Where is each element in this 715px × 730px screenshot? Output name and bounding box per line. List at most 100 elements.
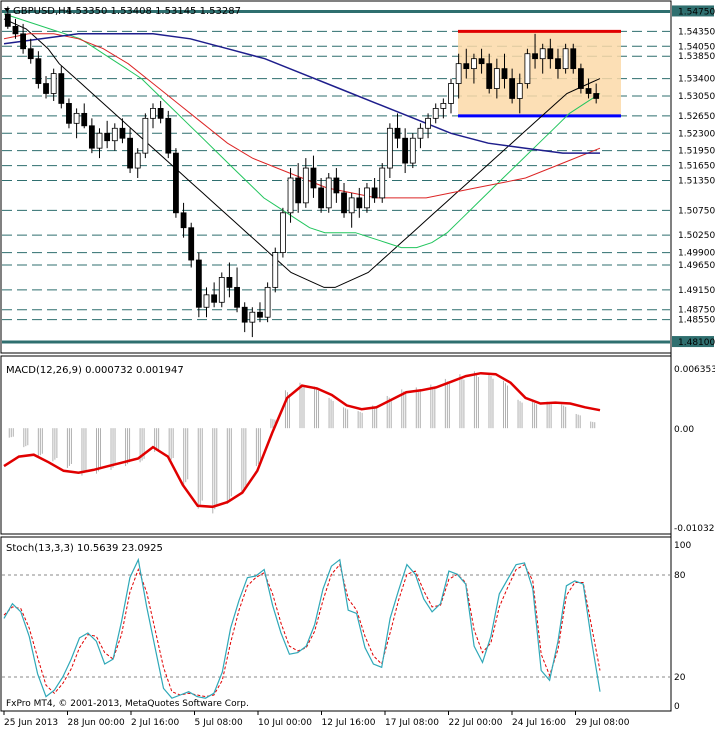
time-tick-label: 25 Jun 2013 (4, 718, 58, 728)
price-tick-bg (672, 259, 714, 270)
moving-average-red-line (3, 33, 601, 199)
time-tick-label: 5 Jul 08:00 (195, 718, 244, 728)
time-tick-label: 12 Jul 16:00 (322, 718, 376, 728)
candle-body (547, 48, 554, 60)
candle-body (73, 112, 80, 124)
price-tick-label: 1.52650 (678, 112, 715, 122)
time-tick-label: 22 Jul 00:00 (449, 718, 503, 728)
candle-body (341, 192, 347, 214)
candle-body (88, 125, 95, 149)
candle-body (218, 277, 225, 303)
time-tick-label: 29 Jul 08:00 (576, 718, 630, 728)
candle-body (241, 306, 248, 323)
price-tick-bg (672, 174, 714, 186)
price-tick-label: 1.51350 (678, 176, 715, 186)
candle-body (493, 68, 500, 89)
candle-body (249, 311, 256, 323)
candle-body (417, 127, 424, 139)
time-tick-label: 28 Jun 00:00 (68, 718, 125, 728)
candle-body (127, 137, 133, 169)
candle-body (471, 58, 477, 70)
candle-body (371, 187, 378, 199)
price-tick-label: 1.51650 (678, 162, 715, 172)
price-tick-bg (672, 246, 714, 258)
price-tick-label: 1.54750 (678, 7, 715, 17)
candle-body (432, 108, 439, 119)
candle-body (539, 48, 546, 60)
candle-body (486, 63, 493, 89)
candle-body (386, 127, 393, 169)
candle-body (333, 177, 340, 194)
price-tick-label: 1.54350 (678, 27, 715, 37)
candle-body (356, 197, 363, 209)
stoch-main-line (3, 557, 601, 699)
price-tick-bg (672, 25, 714, 37)
consolidation-rectangle[interactable] (458, 31, 621, 116)
candle-body (402, 137, 409, 164)
candle-body (295, 177, 302, 204)
price-tick-bg (672, 204, 714, 216)
candle-body (81, 112, 88, 127)
candle-body (50, 73, 57, 94)
candle-body (43, 83, 49, 94)
candle-body (20, 33, 27, 50)
price-tick-label: 1.48100 (678, 338, 715, 348)
price-tick-bg (672, 159, 714, 171)
candle-body (150, 108, 156, 119)
candle-body (165, 117, 172, 154)
candle-body (524, 53, 531, 84)
candle-body (577, 68, 584, 89)
price-tick-label: 1.53850 (678, 52, 715, 62)
candle-body (348, 197, 355, 214)
price-tick-label: 1.50750 (678, 206, 715, 216)
candle-body (302, 167, 309, 204)
candle-body (27, 48, 34, 60)
price-tick-label: 1.51950 (678, 147, 715, 157)
candle-body (188, 227, 195, 261)
candle-body (104, 132, 111, 142)
stoch-label: Stoch(13,3,3) 10.5639 23.0925 (6, 543, 163, 554)
chevron-down-icon[interactable] (4, 8, 10, 12)
candle-body (173, 152, 179, 214)
stoch-tick-100: 100 (674, 541, 691, 551)
candlesticks (4, 6, 600, 338)
macd-tick-bottom: -0.010328 (674, 524, 715, 534)
price-tick-bg (672, 50, 714, 62)
price-tick-bg (672, 5, 714, 17)
price-tick-label: 1.49650 (678, 261, 715, 271)
candle-body (409, 137, 416, 164)
price-tick-label: 1.53050 (678, 92, 715, 102)
candle-body (440, 103, 447, 109)
candle-body (119, 127, 126, 139)
price-tick-bg (672, 303, 714, 315)
macd-tick-zero: 0.00 (674, 425, 694, 435)
candle-body (234, 286, 240, 308)
candle-body (585, 88, 592, 94)
candle-body (12, 25, 19, 35)
candle-body (58, 73, 65, 104)
price-tick-label: 1.50250 (678, 231, 715, 241)
candle-body (35, 58, 42, 84)
candle-body (318, 187, 325, 209)
candle-body (257, 311, 263, 318)
price-tick-bg (672, 40, 714, 52)
candle-body (379, 167, 386, 199)
copyright-text: FxPro MT4, © 2001-2013, MetaQuotes Softw… (6, 699, 249, 709)
price-tick-bg (672, 313, 714, 325)
candle-body (570, 48, 577, 70)
moving-averages (3, 13, 601, 288)
price-tick-label: 1.52300 (678, 129, 715, 139)
price-tick-bg (672, 229, 714, 241)
candle-body (111, 127, 118, 142)
macd-label: MACD(12,26,9) 0.000732 0.001947 (6, 365, 184, 376)
price-tick-bg (672, 127, 714, 139)
candle-body (463, 63, 470, 70)
price-tick-label: 1.49900 (678, 249, 715, 259)
price-tick-bg (672, 72, 714, 84)
candle-body (562, 48, 569, 70)
candle-body (532, 53, 538, 60)
candle-body (325, 177, 332, 209)
candle-body (478, 58, 485, 65)
